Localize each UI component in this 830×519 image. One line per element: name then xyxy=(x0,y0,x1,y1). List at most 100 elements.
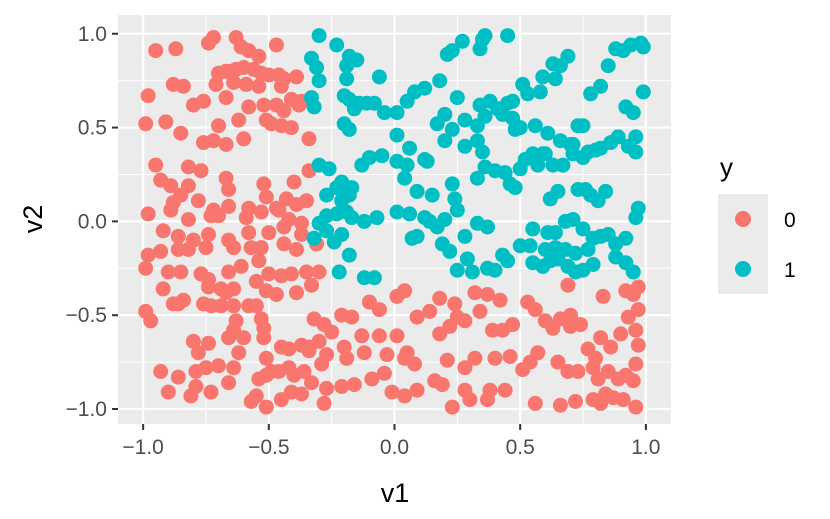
data-point xyxy=(251,78,267,94)
x-axis-tick-labels: −1.0 −0.5 0.0 0.5 1.0 xyxy=(122,436,660,459)
data-point xyxy=(160,264,176,280)
data-point xyxy=(457,313,473,329)
x-tick-label: 1.0 xyxy=(631,436,660,459)
data-point xyxy=(304,90,319,106)
data-point xyxy=(291,97,307,113)
data-point xyxy=(457,360,473,376)
data-point xyxy=(304,375,319,391)
data-point xyxy=(344,210,360,226)
data-point xyxy=(324,324,340,340)
data-point xyxy=(573,317,588,333)
data-point xyxy=(475,144,490,160)
data-point xyxy=(180,159,196,175)
y-axis-title: v2 xyxy=(18,205,48,234)
data-point xyxy=(173,125,189,141)
data-point xyxy=(444,176,460,192)
data-point xyxy=(417,80,433,96)
data-point xyxy=(480,287,495,302)
data-point xyxy=(140,88,156,104)
data-point xyxy=(341,121,357,137)
data-point xyxy=(505,317,521,333)
x-tick-label: 0.0 xyxy=(380,436,409,459)
data-point xyxy=(140,206,156,222)
data-point xyxy=(155,281,171,297)
data-point xyxy=(218,137,234,152)
data-point xyxy=(198,240,214,256)
data-point xyxy=(437,212,453,227)
data-point xyxy=(226,240,242,256)
data-point xyxy=(371,69,387,85)
data-point xyxy=(442,243,458,259)
data-point xyxy=(399,157,415,173)
data-point xyxy=(256,97,272,113)
data-point xyxy=(535,69,551,85)
data-point xyxy=(444,121,460,137)
data-point xyxy=(389,328,405,344)
data-point xyxy=(598,183,614,199)
data-point xyxy=(319,380,335,396)
data-point xyxy=(467,350,483,366)
data-point xyxy=(547,71,563,87)
data-point xyxy=(201,279,216,295)
data-point xyxy=(221,264,237,280)
data-point xyxy=(625,373,641,389)
data-point xyxy=(422,303,438,319)
data-point xyxy=(361,150,377,166)
data-point xyxy=(206,30,221,45)
data-point xyxy=(630,337,646,353)
data-point xyxy=(628,144,644,160)
data-point xyxy=(193,163,209,179)
data-point xyxy=(213,298,229,314)
data-point xyxy=(276,103,292,119)
data-point xyxy=(449,262,465,278)
data-point xyxy=(286,174,302,190)
data-point xyxy=(283,120,299,136)
data-point xyxy=(233,258,249,274)
data-point xyxy=(487,350,503,366)
data-point xyxy=(555,157,571,173)
data-point xyxy=(457,138,473,154)
data-point xyxy=(241,225,257,241)
data-point xyxy=(170,369,186,385)
data-point xyxy=(457,112,473,128)
data-point xyxy=(585,392,601,408)
data-point xyxy=(334,379,350,394)
y-tick-label: 0.5 xyxy=(78,117,107,140)
legend-title: y xyxy=(720,152,733,182)
data-point xyxy=(221,198,237,214)
data-point xyxy=(628,399,644,415)
data-point xyxy=(462,392,478,408)
data-point xyxy=(203,384,219,400)
x-tick-label: −1.0 xyxy=(122,436,163,459)
data-point xyxy=(497,382,513,398)
data-point xyxy=(198,360,214,376)
data-point xyxy=(258,399,274,415)
data-point xyxy=(628,356,644,372)
data-point xyxy=(140,247,156,263)
data-point xyxy=(206,133,221,149)
data-point xyxy=(148,43,164,59)
data-point xyxy=(364,371,380,387)
data-point xyxy=(231,345,247,361)
data-point xyxy=(148,157,164,173)
data-point xyxy=(271,202,287,218)
data-point xyxy=(560,277,576,293)
data-point xyxy=(211,358,226,374)
data-point xyxy=(527,302,543,318)
data-point xyxy=(319,223,335,239)
data-point xyxy=(419,153,435,169)
data-point xyxy=(366,270,382,286)
series-1 xyxy=(304,28,651,286)
data-point xyxy=(447,191,463,207)
legend-keys-background xyxy=(718,194,768,294)
data-point xyxy=(472,303,488,319)
data-point xyxy=(251,48,267,64)
data-point xyxy=(354,328,370,344)
data-point xyxy=(301,343,317,359)
data-point xyxy=(550,183,566,199)
data-point xyxy=(339,71,355,87)
x-tick-label: 0.5 xyxy=(506,436,535,459)
data-point xyxy=(321,161,337,177)
data-point xyxy=(329,37,345,53)
data-point xyxy=(432,290,448,306)
